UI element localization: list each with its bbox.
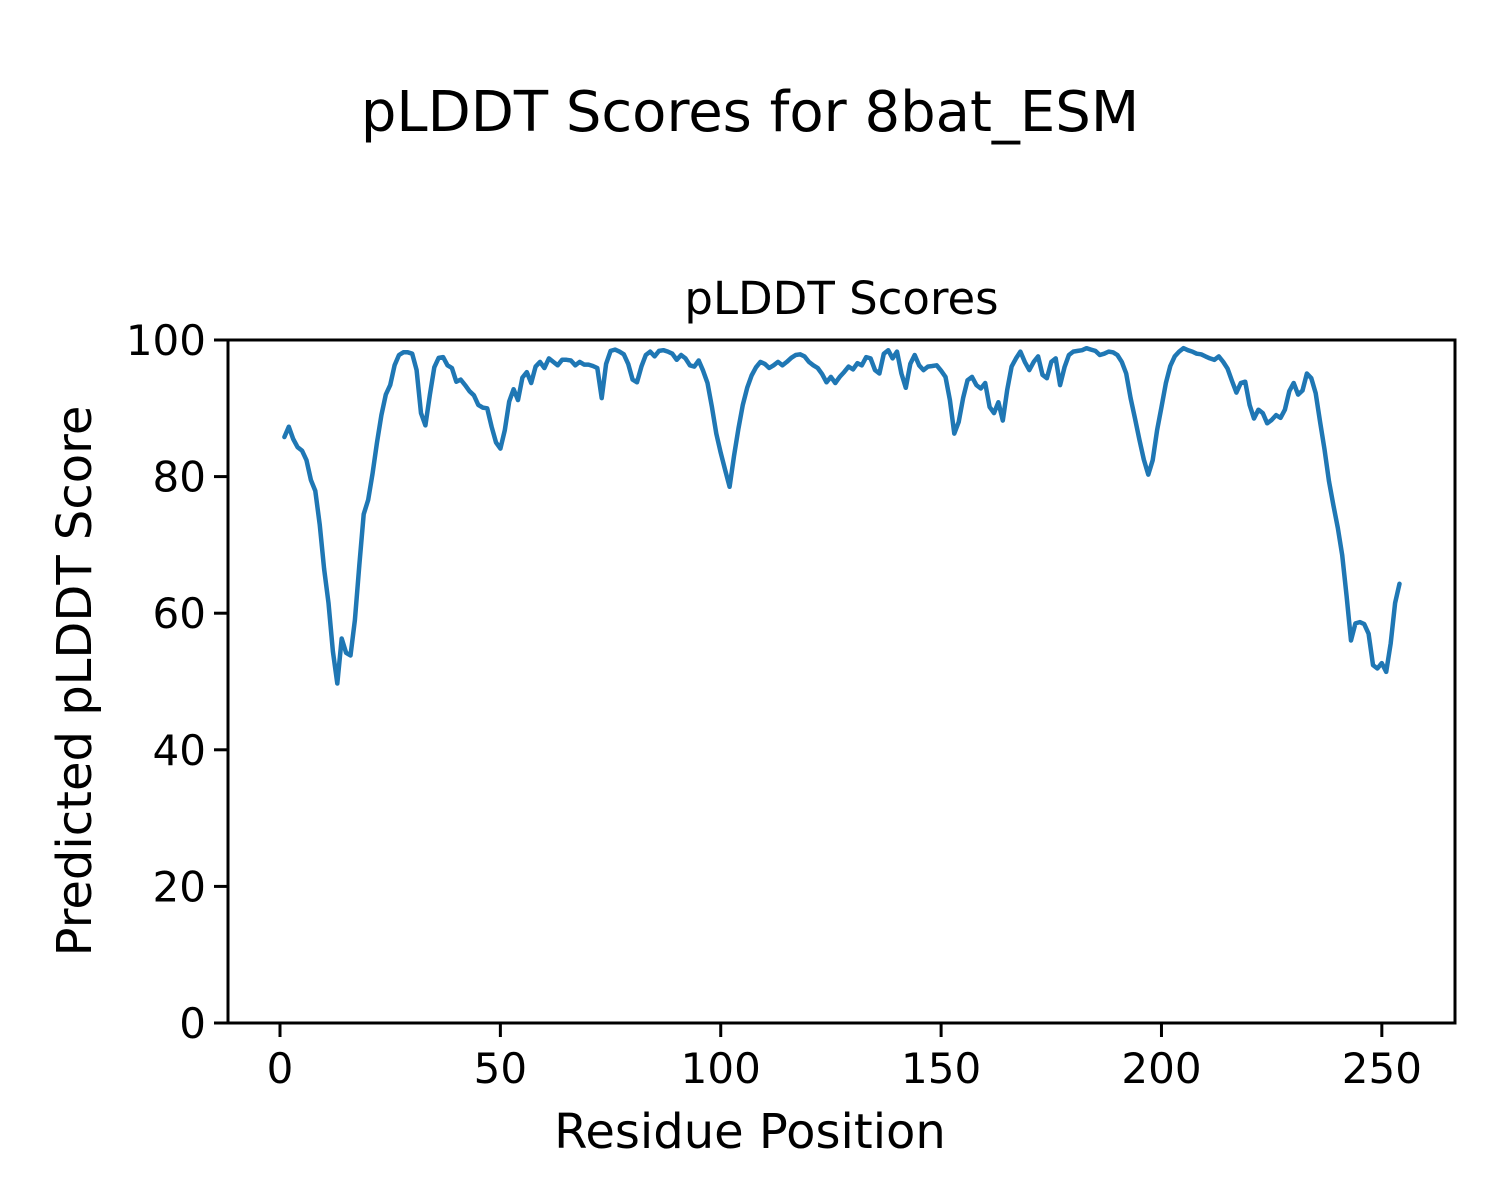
x-tick-label: 250 [1342,1044,1422,1093]
x-tick-label: 50 [474,1044,527,1093]
x-tick-label: 0 [267,1044,294,1093]
x-axis-label: Residue Position [554,1104,946,1160]
y-tick-label: 100 [126,316,206,365]
y-tick-label: 60 [153,589,206,638]
y-tick-label: 0 [179,999,206,1048]
axes-spines [226,338,1457,1025]
x-tick-label: 150 [901,1044,981,1093]
x-tick-label: 100 [681,1044,761,1093]
line-plot [282,345,1402,686]
y-axis-label: Predicted pLDDT Score [47,405,103,957]
y-tick-label: 80 [153,453,206,502]
figure-title: pLDDT Scores for 8bat_ESM [360,80,1140,145]
axes-title: pLDDT Scores [684,272,999,325]
x-tick-label: 200 [1121,1044,1201,1093]
y-tick-label: 20 [153,862,206,911]
y-tick-label: 40 [153,726,206,775]
